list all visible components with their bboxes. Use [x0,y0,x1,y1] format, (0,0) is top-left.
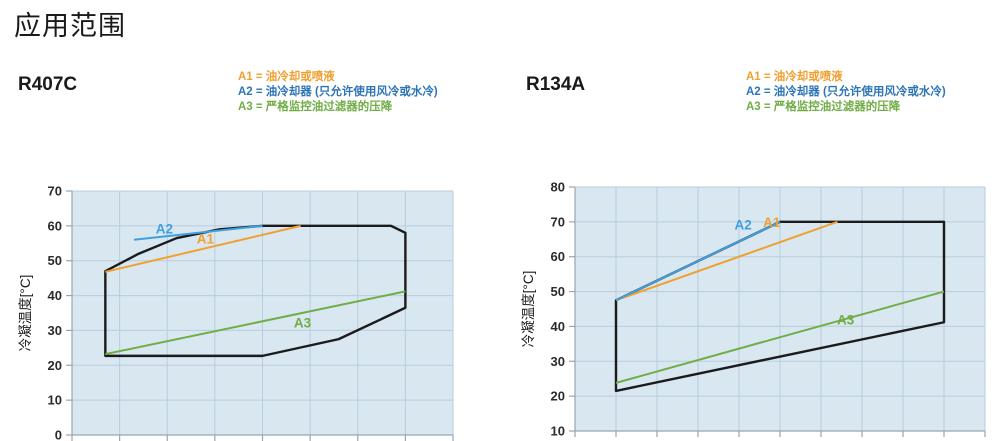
series-a2 [615,220,781,302]
chart-canvas-r134a: -25-20-15-10-505101520251020304050607080… [521,180,986,439]
chart-panel-r134a: R134A A1 = 油冷却或喷液 A2 = 油冷却器 (只允许使用风冷或水冷)… [508,60,1000,441]
series-envelope [614,220,946,393]
y-tick-label: 10 [551,424,565,439]
legend-item-a3: A3 = 严格监控油过滤器的压降 [746,101,901,113]
legend-item-a2: A2 = 油冷却器 (只允许使用风冷或水冷) [746,86,946,98]
y-axis-title: 冷凝温度[°C] [18,275,33,352]
y-tick-label: 40 [48,288,62,303]
y-tick-label: 60 [48,218,62,233]
y-tick-label: 30 [48,323,62,338]
legend-item-a1: A1 = 油冷却或喷液 [746,71,843,83]
series-a1 [615,220,838,302]
series-envelope [104,224,407,358]
y-tick-label: 80 [551,180,565,195]
chart-title-r407c: R407C [18,74,78,95]
legend-r407c: A1 = 油冷却或喷液 A2 = 油冷却器 (只允许使用风冷或水冷) A3 = … [238,70,438,115]
annotation-a2: A2 [156,222,173,237]
y-axis-title: 冷凝温度[°C] [521,271,536,348]
y-tick-label: 60 [551,249,565,264]
legend-r134a: A1 = 油冷却或喷液 A2 = 油冷却器 (只允许使用风冷或水冷) A3 = … [746,70,946,115]
legend-item-a3: A3 = 严格监控油过滤器的压降 [238,101,393,113]
y-tick-label: 40 [551,319,565,334]
page-title: 应用范围 [14,11,126,41]
chart-panel-r407c: R407C A1 = 油冷却或喷液 A2 = 油冷却器 (只允许使用风冷或水冷)… [0,60,500,441]
y-tick-label: 10 [48,393,62,408]
annotation-a3: A3 [294,316,312,331]
y-tick-label: 20 [551,389,565,404]
y-tick-label: 20 [48,358,62,373]
y-tick-label: 30 [551,354,565,369]
legend-item-a1: A1 = 油冷却或喷液 [238,71,335,83]
chart-canvas-r407c: -20-15-10-505101520010203040506070蒸发温度[°… [18,184,454,441]
annotation-a2: A2 [734,218,751,233]
series-a1 [105,224,301,273]
legend-item-a2: A2 = 油冷却器 (只允许使用风冷或水冷) [238,86,438,98]
y-tick-label: 70 [551,214,565,229]
y-tick-label: 50 [48,253,62,268]
series-a3 [105,290,406,356]
annotation-a1: A1 [197,231,215,246]
y-tick-label: 0 [55,428,62,441]
annotation-a3: A3 [837,313,855,328]
y-tick-label: 50 [551,284,565,299]
chart-title-r134a: R134A [526,74,586,95]
annotation-a1: A1 [763,215,781,230]
series-a3 [615,290,945,384]
series-a2 [133,224,263,241]
y-tick-label: 70 [48,184,62,199]
